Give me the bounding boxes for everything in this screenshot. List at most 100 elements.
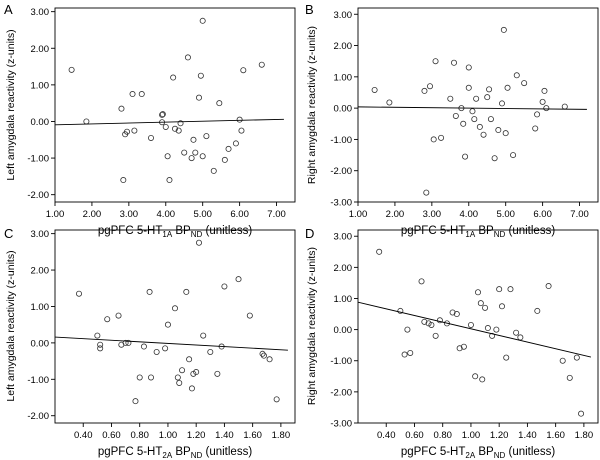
data-point	[578, 410, 585, 417]
data-point	[559, 357, 566, 364]
x-tick-label: 1.20	[187, 430, 206, 441]
data-point	[503, 354, 510, 361]
panel-d: D -3.00 -2.00 -1.00 0.00 1.00 2.00 3.00 0.40 0.60…	[305, 226, 599, 460]
data-point	[487, 116, 494, 123]
data-point	[129, 91, 136, 98]
data-point	[432, 58, 439, 65]
data-point	[76, 290, 83, 297]
x-tick-label: 0.60	[102, 430, 121, 441]
data-point	[238, 127, 245, 134]
data-point	[195, 94, 202, 101]
x-tick-label: 2.00	[386, 209, 405, 220]
y-tick-label: 3.00	[31, 7, 50, 18]
x-tick-label: 0.40	[377, 430, 396, 441]
panel-b: B -3.00 -2.00 -1.00 0.00 1.00 2.00 3.00 1.00 2.00…	[305, 2, 599, 239]
x-tick-label: 1.80	[272, 430, 291, 441]
data-point	[164, 321, 171, 328]
x-axis-label-part: (unitless)	[202, 225, 252, 237]
x-tick-label: 3.00	[120, 209, 139, 220]
x-tick-label: 4.00	[460, 209, 479, 220]
data-point	[423, 189, 430, 196]
y-tick-label: 2.00	[334, 41, 353, 52]
x-tick-label: 0.80	[130, 430, 149, 441]
y-tick-label: 3.00	[31, 229, 50, 240]
data-point	[484, 325, 491, 332]
data-point	[184, 54, 191, 61]
x-axis-label-part: pgPFC 5-HT	[98, 225, 163, 237]
x-tick-label: 1.00	[46, 209, 65, 220]
x-axis-label-subscript: 2A	[465, 451, 475, 460]
data-point	[465, 64, 472, 71]
data-point	[225, 145, 232, 152]
data-point	[200, 332, 207, 339]
data-point	[479, 376, 486, 383]
x-tick-label: 5.00	[496, 209, 515, 220]
data-point	[68, 66, 75, 73]
x-tick-label: 3.00	[423, 209, 442, 220]
regression-line	[357, 301, 592, 358]
data-point	[521, 80, 528, 87]
data-point	[462, 153, 469, 160]
x-axis-label-subscript: 1A	[465, 230, 475, 239]
x-axis-label: pgPFC 5-HT2A BPND (unitless)	[401, 446, 555, 460]
data-point	[430, 136, 437, 143]
data-point	[210, 167, 217, 174]
y-tick-label: 0.00	[31, 338, 50, 349]
data-point	[513, 329, 520, 336]
x-tick-label: 1.20	[490, 430, 509, 441]
data-point	[371, 86, 378, 93]
data-point	[539, 98, 546, 105]
data-point	[477, 300, 484, 307]
data-point	[136, 374, 143, 381]
x-tick-label: 6.00	[230, 209, 249, 220]
panel-letter: D	[305, 226, 314, 241]
panel-c: C -2.00 -1.00 0.00 1.00 2.00 3.00 0.40 0.60 0.80 1…	[4, 226, 296, 460]
data-point	[153, 348, 160, 355]
data-point	[426, 83, 433, 90]
data-point	[188, 385, 195, 392]
data-point	[474, 289, 481, 296]
data-point	[561, 103, 568, 110]
data-point	[498, 303, 505, 310]
data-point	[500, 26, 507, 33]
y-tick-label: 2.00	[31, 266, 50, 277]
data-point	[94, 332, 101, 339]
x-axis-label: pgPFC 5-HT1A BPND (unitless)	[401, 225, 555, 239]
y-tick-label: -1.00	[27, 154, 49, 165]
data-point	[453, 311, 460, 318]
y-tick-label: -1.00	[330, 135, 352, 146]
x-tick-label: 1.80	[575, 430, 594, 441]
data-point	[188, 155, 195, 162]
data-point	[159, 111, 166, 118]
data-point	[495, 127, 502, 134]
data-point	[240, 67, 247, 74]
data-point	[486, 86, 493, 93]
data-point	[532, 125, 539, 132]
data-point	[216, 100, 223, 107]
y-axis-label: Right amygdala reactivity (z-units)	[306, 247, 318, 405]
y-tick-label: -3.00	[330, 419, 352, 430]
x-axis-label-part: BP	[172, 446, 191, 458]
data-point	[236, 116, 243, 123]
regression-line	[54, 118, 284, 126]
plot-frame	[357, 7, 599, 203]
data-point	[504, 84, 511, 91]
data-point	[260, 352, 267, 359]
data-point	[404, 326, 411, 333]
data-point	[174, 374, 181, 381]
y-tick-label: -2.00	[330, 166, 352, 177]
data-point	[203, 133, 210, 140]
y-tick-label: -3.00	[330, 198, 352, 209]
y-tick-label: 3.00	[334, 10, 353, 21]
data-point	[124, 128, 131, 135]
y-tick-label: 0.00	[334, 104, 353, 115]
data-point	[214, 370, 221, 377]
x-tick-label: 1.00	[159, 430, 178, 441]
x-axis-label-part: (unitless)	[505, 446, 555, 458]
data-point	[162, 123, 169, 130]
data-point	[147, 374, 154, 381]
x-axis-label-part: BP	[172, 225, 191, 237]
data-point	[162, 345, 169, 352]
y-tick-label: -2.00	[330, 387, 352, 398]
data-point	[436, 317, 443, 324]
